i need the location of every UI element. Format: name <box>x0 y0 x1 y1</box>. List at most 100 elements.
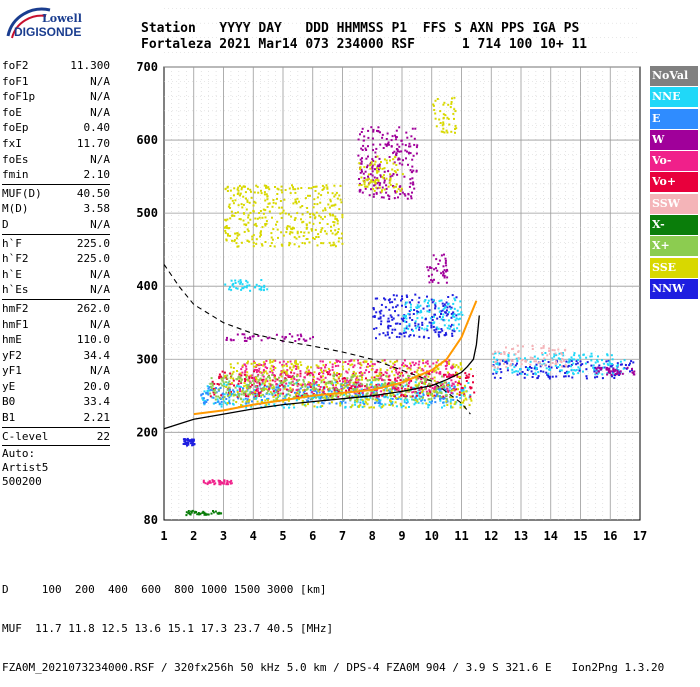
echo-point <box>403 388 406 391</box>
echo-point <box>440 272 443 275</box>
echo-point <box>394 171 397 174</box>
echo-point <box>303 389 306 392</box>
echo-point <box>351 363 354 366</box>
echo-point <box>352 384 355 387</box>
echo-point <box>377 377 380 380</box>
echo-point <box>378 165 381 168</box>
echo-point <box>439 397 442 400</box>
echo-point <box>379 369 382 372</box>
echo-point <box>300 335 303 338</box>
echo-point <box>212 391 215 394</box>
param-row: foE N/A <box>2 105 110 121</box>
echo-point <box>281 335 284 338</box>
echo-point <box>367 173 370 176</box>
echo-point <box>287 213 290 216</box>
echo-point <box>472 375 474 378</box>
echo-point <box>255 388 258 391</box>
echo-point <box>314 389 317 392</box>
echo-point <box>441 375 444 378</box>
echo-point <box>356 388 359 391</box>
echo-point <box>379 312 382 315</box>
echo-point <box>315 383 318 386</box>
echo-point <box>217 400 220 403</box>
echo-point <box>357 384 360 387</box>
echo-point <box>273 245 276 248</box>
echo-point <box>364 147 367 150</box>
echo-point <box>308 221 311 224</box>
echo-point <box>623 359 626 362</box>
echo-point <box>262 208 265 211</box>
echo-point <box>565 365 568 368</box>
echo-point <box>370 188 372 191</box>
echo-point <box>316 388 319 391</box>
echo-point <box>266 397 268 400</box>
x-tick-label: 5 <box>279 529 286 543</box>
echo-point <box>347 363 350 365</box>
echo-point <box>334 381 337 384</box>
echo-point <box>320 228 323 231</box>
echo-point <box>371 167 374 170</box>
auto-scaling-info: 500200 <box>2 475 42 489</box>
echo-point <box>257 393 260 395</box>
echo-point <box>266 367 268 370</box>
echo-point <box>428 389 431 392</box>
echo-point <box>512 347 515 350</box>
echo-point <box>369 173 372 176</box>
echo-point <box>230 479 233 482</box>
echo-point <box>259 235 261 238</box>
echo-point <box>497 363 500 366</box>
echo-point <box>341 383 344 386</box>
echo-point <box>404 384 407 387</box>
echo-point <box>208 481 211 484</box>
echo-point <box>228 380 231 383</box>
echo-point <box>407 163 409 166</box>
echo-point <box>319 405 322 408</box>
echo-point <box>260 192 263 195</box>
echo-point <box>624 364 627 366</box>
echo-point <box>321 227 324 230</box>
echo-point <box>359 133 361 136</box>
echo-point <box>596 372 599 375</box>
echo-point <box>417 394 420 397</box>
echo-point <box>388 320 391 323</box>
echo-point <box>372 315 375 318</box>
echo-point <box>306 399 309 402</box>
echo-point <box>524 366 527 369</box>
echo-point <box>311 384 314 387</box>
echo-point <box>622 367 625 370</box>
echo-point <box>214 510 217 513</box>
echo-point <box>320 379 323 382</box>
echo-point <box>382 332 385 335</box>
echo-point <box>266 198 269 201</box>
echo-point <box>365 178 368 181</box>
echo-point <box>455 296 458 299</box>
echo-point <box>407 312 410 315</box>
echo-point <box>398 145 401 148</box>
echo-point <box>376 129 378 132</box>
echo-point <box>315 387 318 390</box>
echo-point <box>241 283 244 286</box>
echo-point <box>443 101 446 104</box>
param-name: B1 <box>2 411 16 425</box>
echo-point <box>421 402 424 405</box>
echo-point <box>218 375 221 378</box>
echo-point <box>310 228 313 231</box>
echo-point <box>229 234 231 237</box>
echo-point <box>219 387 222 389</box>
echo-point <box>268 210 271 213</box>
echo-point <box>361 149 364 151</box>
echo-point <box>359 382 362 385</box>
echo-point <box>597 371 600 374</box>
param-row: foEs N/A <box>2 152 110 168</box>
echo-point <box>360 162 363 165</box>
echo-point <box>443 253 445 256</box>
echo-point <box>271 361 274 363</box>
echo-traces <box>182 96 636 517</box>
echo-point <box>297 366 300 368</box>
echo-point <box>293 219 296 221</box>
echo-point <box>264 370 267 373</box>
echo-point <box>415 386 418 389</box>
echo-point <box>247 395 250 398</box>
echo-point <box>406 367 409 370</box>
echo-point <box>515 357 518 360</box>
